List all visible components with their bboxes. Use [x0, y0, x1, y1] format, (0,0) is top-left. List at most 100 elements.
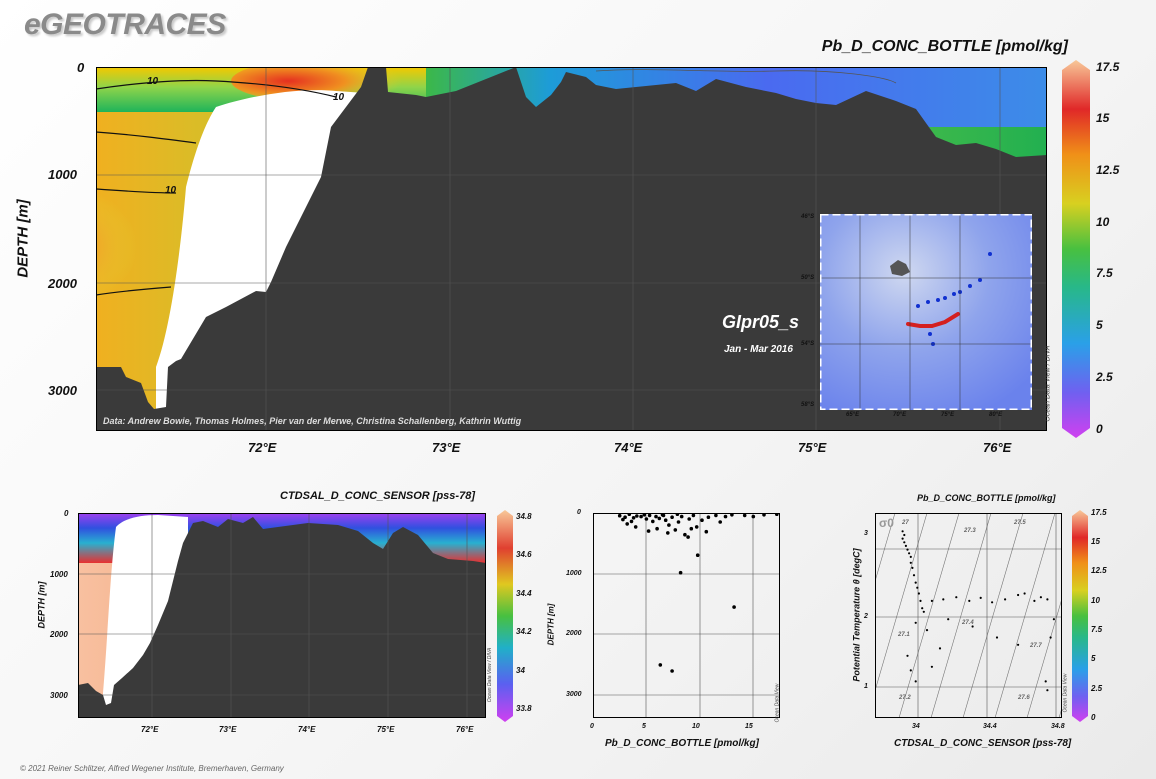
main-y-tick: 3000	[48, 383, 77, 398]
scatter-point	[675, 513, 680, 516]
inset-lon-tick: 75°E	[941, 412, 955, 418]
ts-point	[901, 537, 904, 540]
inset-lon-tick: 80°E	[989, 412, 1003, 418]
scatter-point	[655, 526, 659, 531]
scatter-point	[667, 523, 671, 527]
scatter-point	[635, 514, 639, 518]
scatter-y-axis-label: DEPTH [m]	[546, 603, 556, 646]
ts-colorbar-tick: 2.5	[1091, 684, 1103, 693]
odv-watermark: Ocean Data View	[774, 683, 781, 723]
inset-lon-tick: 70°E	[893, 412, 907, 418]
ts-point	[1023, 592, 1026, 595]
scatter-point	[742, 513, 747, 518]
ts-point	[908, 552, 911, 555]
ts-point	[903, 533, 906, 537]
ts-point	[1033, 599, 1036, 602]
ts-point	[914, 621, 917, 624]
ts-colorbar-tick: 10	[1091, 596, 1100, 605]
inset-lat-tick: 58°S	[801, 402, 815, 408]
main-y-tick: 1000	[48, 167, 77, 182]
cruise-name: GIpr05_s	[722, 312, 800, 332]
isopycnal-label: 27.4	[962, 620, 974, 626]
main-section-plot	[96, 67, 1047, 431]
brand-logo: eGEOTRACES	[24, 8, 226, 41]
salinity-y-axis-label: DEPTH [m]	[36, 581, 47, 629]
ts-point	[971, 625, 974, 628]
scatter-y-tick: 1000	[566, 570, 582, 577]
contour-label: 10	[333, 92, 345, 103]
scatter-point	[670, 515, 674, 519]
ts-point	[922, 610, 925, 613]
scatter-point	[732, 605, 736, 609]
ts-point	[930, 599, 933, 602]
scatter-point	[646, 529, 651, 533]
salinity-x-tick: 73°E	[219, 725, 237, 734]
main-y-tick: 2000	[48, 276, 77, 291]
scatter-point	[691, 513, 696, 518]
scatter-point	[644, 517, 649, 521]
scatter-point	[676, 520, 681, 524]
ts-point	[1052, 618, 1055, 621]
ts-point	[914, 680, 917, 683]
scatter-point	[714, 513, 718, 518]
scatter-point	[657, 516, 662, 521]
ts-point	[916, 586, 919, 589]
scatter-point	[689, 526, 694, 531]
main-colorbar	[1062, 60, 1090, 438]
scatter-point	[666, 531, 670, 535]
ts-point	[909, 669, 912, 672]
colorbar-tick: 10	[1096, 215, 1110, 229]
colorbar-tick: 17.5	[1096, 60, 1120, 74]
colorbar-tick: 5	[1096, 318, 1103, 332]
scatter-point	[661, 513, 666, 518]
ts-point	[906, 654, 909, 657]
salinity-colorbar-tick: 34.8	[516, 512, 532, 521]
scatter-point	[654, 514, 658, 519]
scatter-x-tick: 15	[745, 723, 753, 730]
ts-point	[947, 618, 950, 621]
ts-point	[1046, 689, 1049, 692]
salinity-colorbar-tick: 34.4	[516, 589, 532, 598]
scatter-point	[718, 520, 722, 524]
scatter-point	[704, 529, 709, 534]
main-chart-title: Pb_D_CONC_BOTTLE [pmol/kg]	[821, 38, 1068, 55]
main-x-tick: 75°E	[798, 440, 827, 455]
ts-colorbar	[1072, 510, 1088, 722]
ts-point	[955, 596, 958, 599]
scatter-point	[694, 525, 699, 529]
colorbar-tick: 12.5	[1096, 163, 1120, 177]
ts-x-tick: 34.4	[983, 723, 997, 730]
scatter-point	[775, 513, 779, 516]
isopycnal-label: 27.7	[1030, 643, 1042, 649]
ts-colorbar-tick: 0	[1091, 713, 1096, 722]
ts-y-tick: 1	[864, 683, 868, 690]
isopycnal-label: 27.3	[964, 528, 976, 534]
salinity-colorbar	[497, 510, 513, 722]
scatter-point	[673, 528, 678, 532]
ts-point	[1046, 598, 1049, 601]
inset-lon-tick: 65°E	[846, 412, 860, 418]
ts-point	[938, 647, 942, 650]
scatter-y-tick: 2000	[566, 630, 582, 637]
scatter-point	[695, 553, 700, 557]
main-y-axis-label: DEPTH [m]	[14, 199, 32, 278]
station-marker	[928, 332, 932, 336]
odv-watermark: Ocean Data View	[1062, 673, 1069, 713]
ts-point	[901, 530, 904, 533]
scatter-point	[730, 513, 734, 517]
station-marker	[968, 284, 972, 288]
station-marker	[978, 278, 982, 282]
scatter-point	[706, 515, 711, 519]
main-x-tick: 74°E	[614, 440, 643, 455]
ts-point	[906, 548, 909, 551]
salinity-y-tick: 2000	[50, 630, 68, 639]
isopycnal-label: 27.5	[1014, 520, 1026, 526]
colorbar-tick: 2.5	[1096, 370, 1113, 384]
contour-label: 10	[147, 76, 159, 87]
scatter-point	[621, 517, 625, 522]
ts-point	[911, 566, 914, 569]
ts-colorbar-tick: 5	[1091, 654, 1096, 663]
scatter-point	[651, 519, 655, 524]
salinity-colorbar-tick: 33.8	[516, 704, 532, 713]
scatter-point	[687, 517, 691, 521]
